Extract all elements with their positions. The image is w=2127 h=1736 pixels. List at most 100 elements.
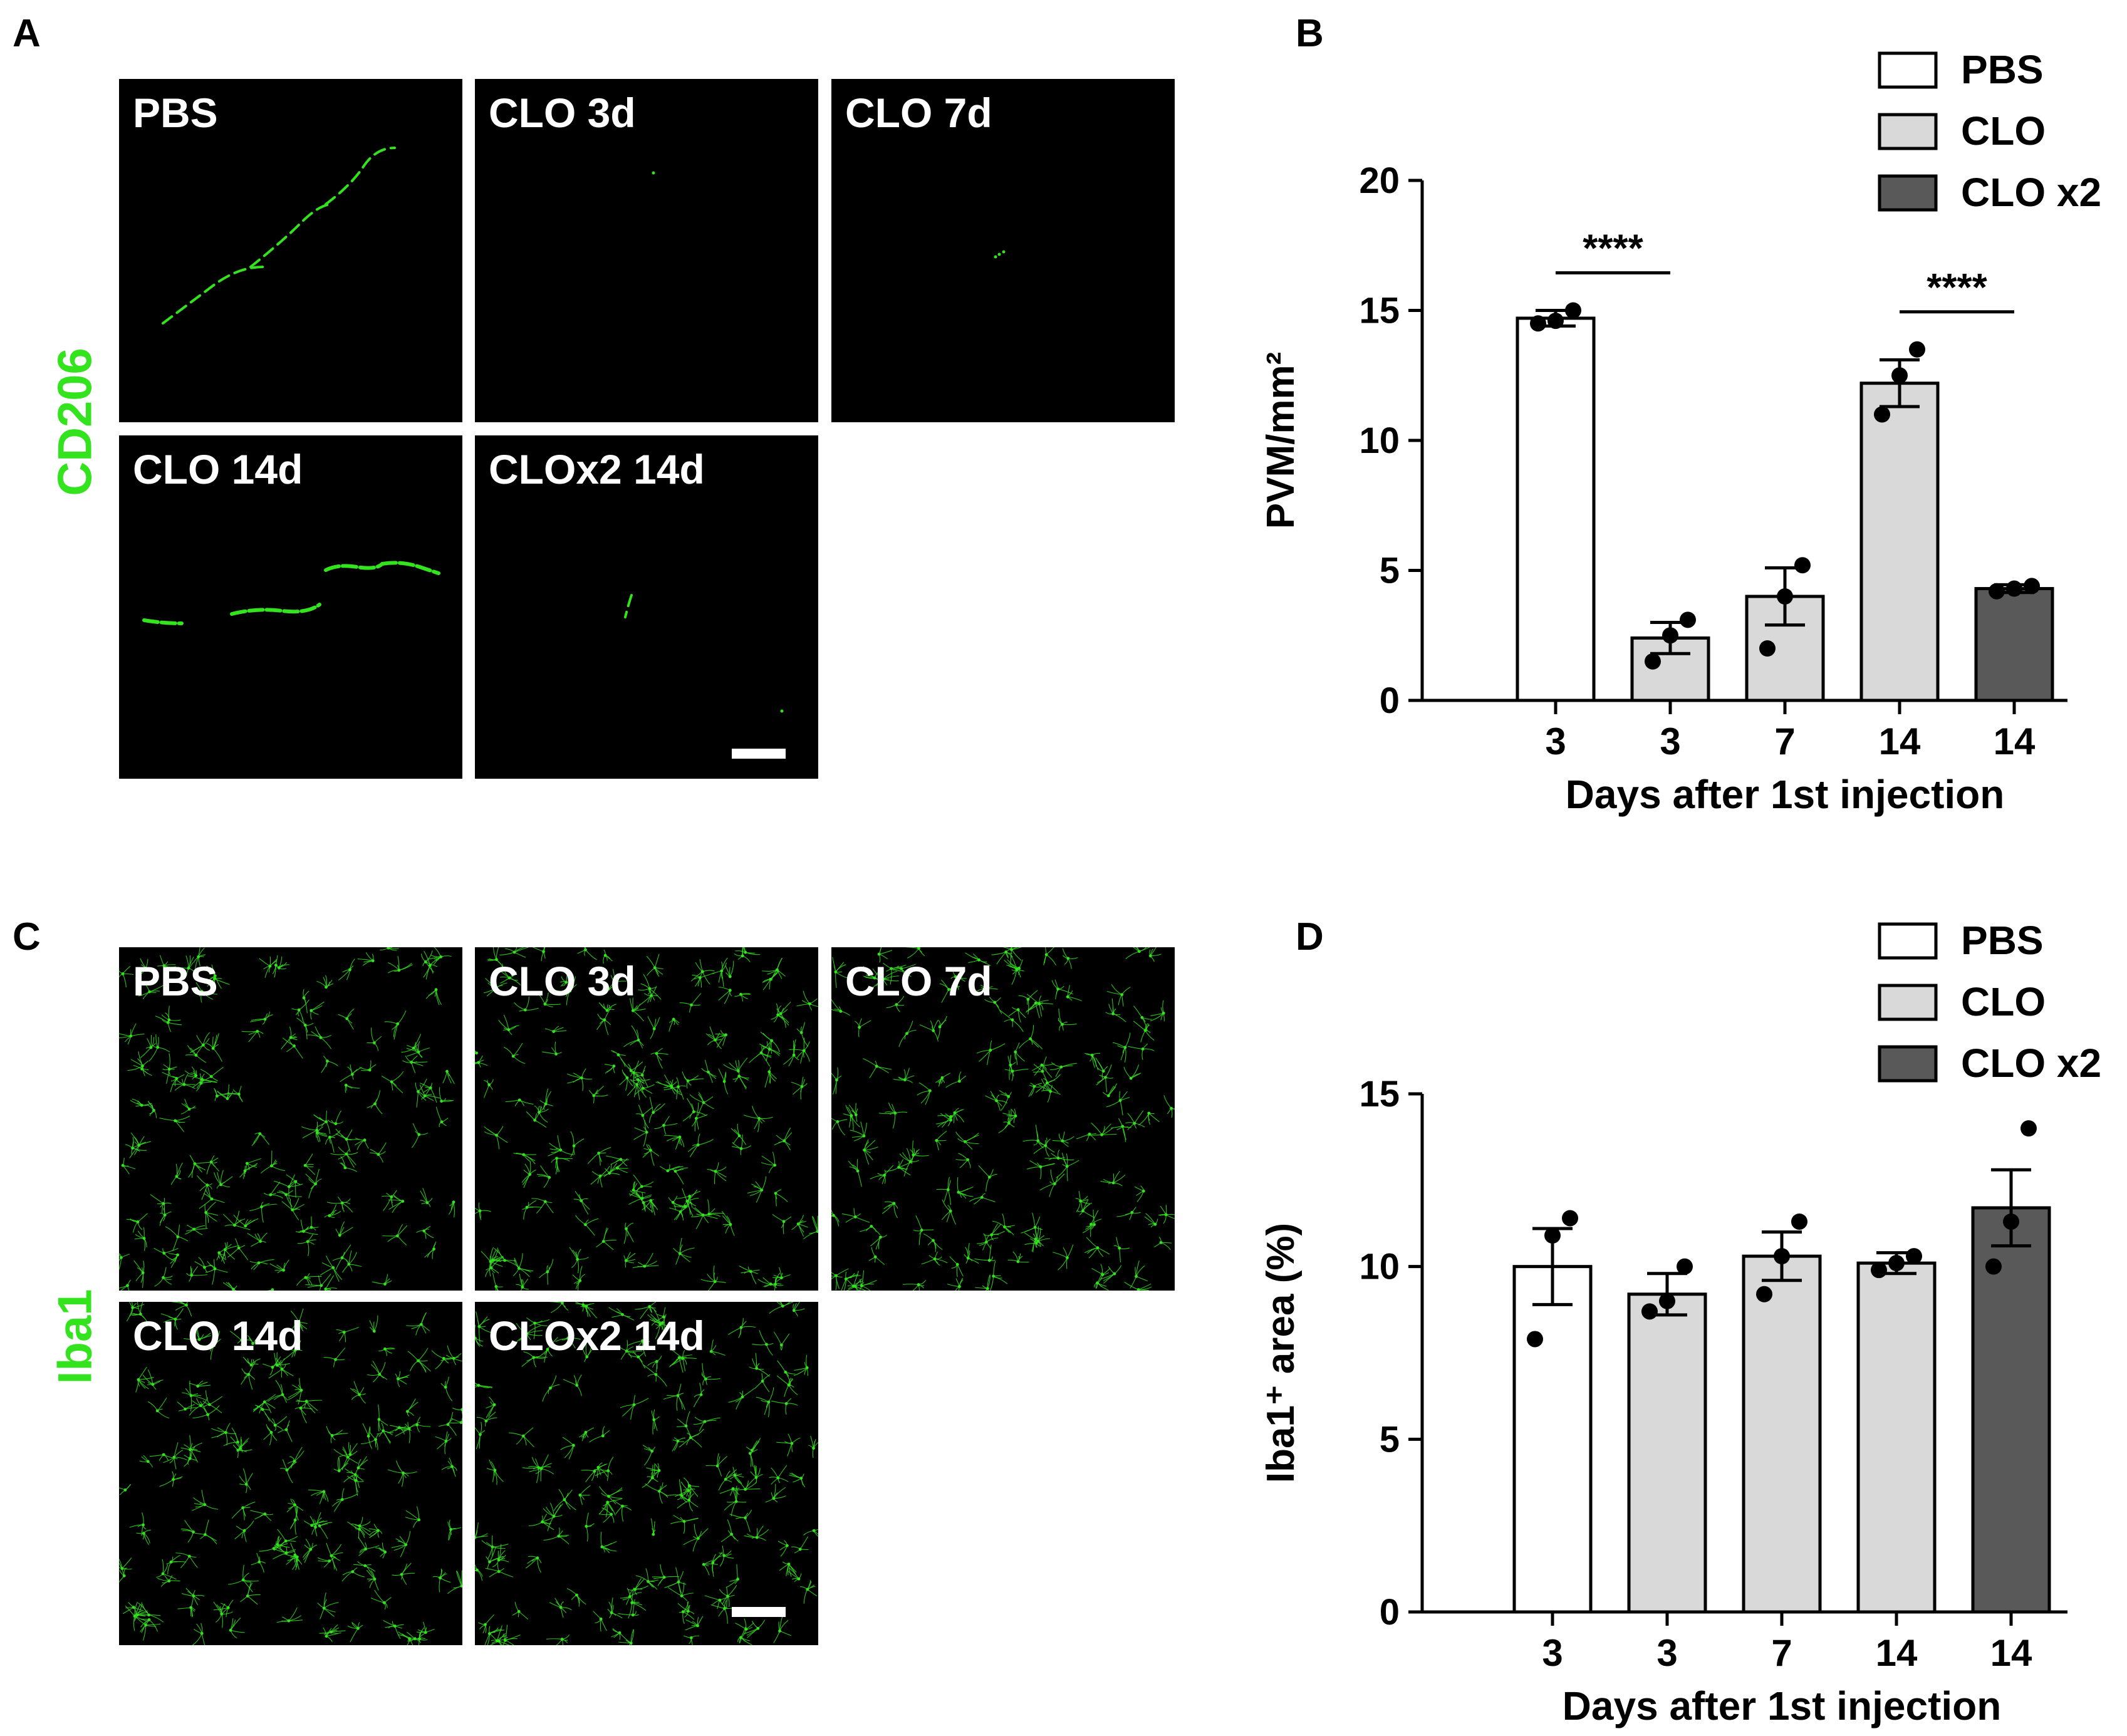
cell-process	[690, 1214, 704, 1217]
cell-process	[258, 1259, 274, 1264]
microglia-cell	[193, 947, 206, 973]
cell-process	[237, 1339, 242, 1344]
cell-process	[204, 1504, 219, 1510]
cell-process	[447, 1071, 455, 1084]
cell-process	[644, 1252, 653, 1267]
cell-process	[1054, 979, 1059, 989]
cell-process	[532, 947, 544, 952]
cell-process	[1004, 959, 1017, 970]
cell-body	[555, 1156, 558, 1160]
cell-process	[311, 1520, 325, 1526]
cell-process	[989, 997, 996, 1003]
cell-process	[237, 1450, 239, 1458]
microglia-cell	[610, 969, 627, 993]
microglia-cell	[984, 997, 1002, 1014]
microglia-cell	[129, 1132, 152, 1158]
cell-process	[424, 1230, 427, 1239]
cell-process	[237, 1442, 243, 1453]
microglia-cell	[222, 1282, 237, 1291]
cell-process	[440, 1358, 454, 1361]
cell-process	[140, 1061, 143, 1069]
cell-process	[215, 1613, 222, 1623]
cell-process	[603, 1227, 608, 1242]
cell-process	[523, 1169, 530, 1175]
cell-process	[377, 1530, 380, 1538]
microglia-cell	[247, 1335, 258, 1345]
microglia-cell	[673, 1237, 695, 1265]
cell-process	[983, 1233, 987, 1242]
cell-process	[359, 1517, 363, 1527]
cell-process	[152, 1044, 158, 1048]
cell-process	[991, 1223, 999, 1235]
cell-process	[835, 971, 848, 979]
cell-process	[165, 1012, 170, 1021]
scale-bar	[732, 749, 786, 759]
cell-process	[306, 1401, 318, 1411]
microglia-cell	[315, 1121, 328, 1143]
cell-process	[1041, 1078, 1051, 1092]
cell-process	[391, 1081, 393, 1091]
microglia-cell	[718, 987, 732, 1004]
cell-process	[936, 1188, 949, 1190]
cell-process	[348, 1252, 357, 1265]
microglia-cell	[432, 1568, 451, 1593]
cell-process	[803, 990, 810, 1004]
cell-process	[450, 1202, 454, 1211]
cell-process	[1049, 1066, 1062, 1071]
microglia-cell	[803, 1215, 818, 1240]
cell-process	[489, 1547, 496, 1562]
cell-process	[853, 1208, 856, 1217]
microglia-cell	[796, 990, 818, 1011]
cell-process	[840, 1011, 850, 1016]
microglia-cell	[249, 1202, 277, 1223]
cell-process	[1068, 996, 1082, 1002]
cell-process	[775, 1189, 782, 1194]
cell-process	[346, 1084, 360, 1089]
microglia-cell	[139, 1455, 153, 1468]
cell-process	[523, 1154, 536, 1165]
cell-process	[631, 1070, 639, 1076]
cell-process	[1004, 1069, 1013, 1072]
cell-process	[679, 1206, 686, 1213]
cell-process	[286, 1549, 296, 1554]
cell-process	[326, 1636, 333, 1642]
cell-process	[546, 1265, 549, 1272]
cell-process	[162, 1203, 164, 1214]
cell-process	[320, 1037, 332, 1049]
cell-process	[834, 1009, 841, 1012]
cell-process	[417, 1632, 426, 1640]
cell-process	[766, 1344, 773, 1356]
cell-process	[384, 1597, 392, 1603]
cell-process	[191, 1266, 198, 1276]
cell-process	[433, 1244, 436, 1249]
microglia-cell	[789, 1037, 810, 1064]
cell-process	[1066, 1153, 1068, 1167]
cell-process	[1042, 1056, 1047, 1072]
cell-process	[439, 1121, 442, 1128]
cell-process	[1026, 1166, 1041, 1170]
cell-process	[907, 1029, 917, 1034]
microglia-cell	[281, 1026, 298, 1049]
cell-process	[260, 1165, 272, 1174]
cell-process	[608, 1470, 613, 1475]
cell-process	[577, 1257, 589, 1260]
cell-process	[684, 1611, 689, 1618]
cell-process	[372, 1361, 380, 1375]
cell-process	[1037, 1141, 1046, 1146]
cell-process	[614, 982, 619, 993]
cell-process	[586, 1512, 589, 1527]
micrograph-a-clo-7d: CLO 7d	[831, 79, 1175, 422]
cell-process	[299, 1322, 308, 1324]
cell-process	[941, 1210, 951, 1220]
cell-process	[1163, 1094, 1172, 1109]
cell-process	[185, 955, 189, 969]
cell-process	[917, 1090, 930, 1096]
cell-process	[275, 955, 278, 965]
cell-process	[883, 979, 888, 986]
microglia-cell	[367, 1361, 388, 1383]
cell-process	[1047, 1074, 1061, 1084]
cell-process	[733, 1135, 740, 1144]
cell-process	[734, 1076, 740, 1083]
cell-process	[198, 1344, 214, 1346]
cell-process	[316, 1133, 320, 1143]
